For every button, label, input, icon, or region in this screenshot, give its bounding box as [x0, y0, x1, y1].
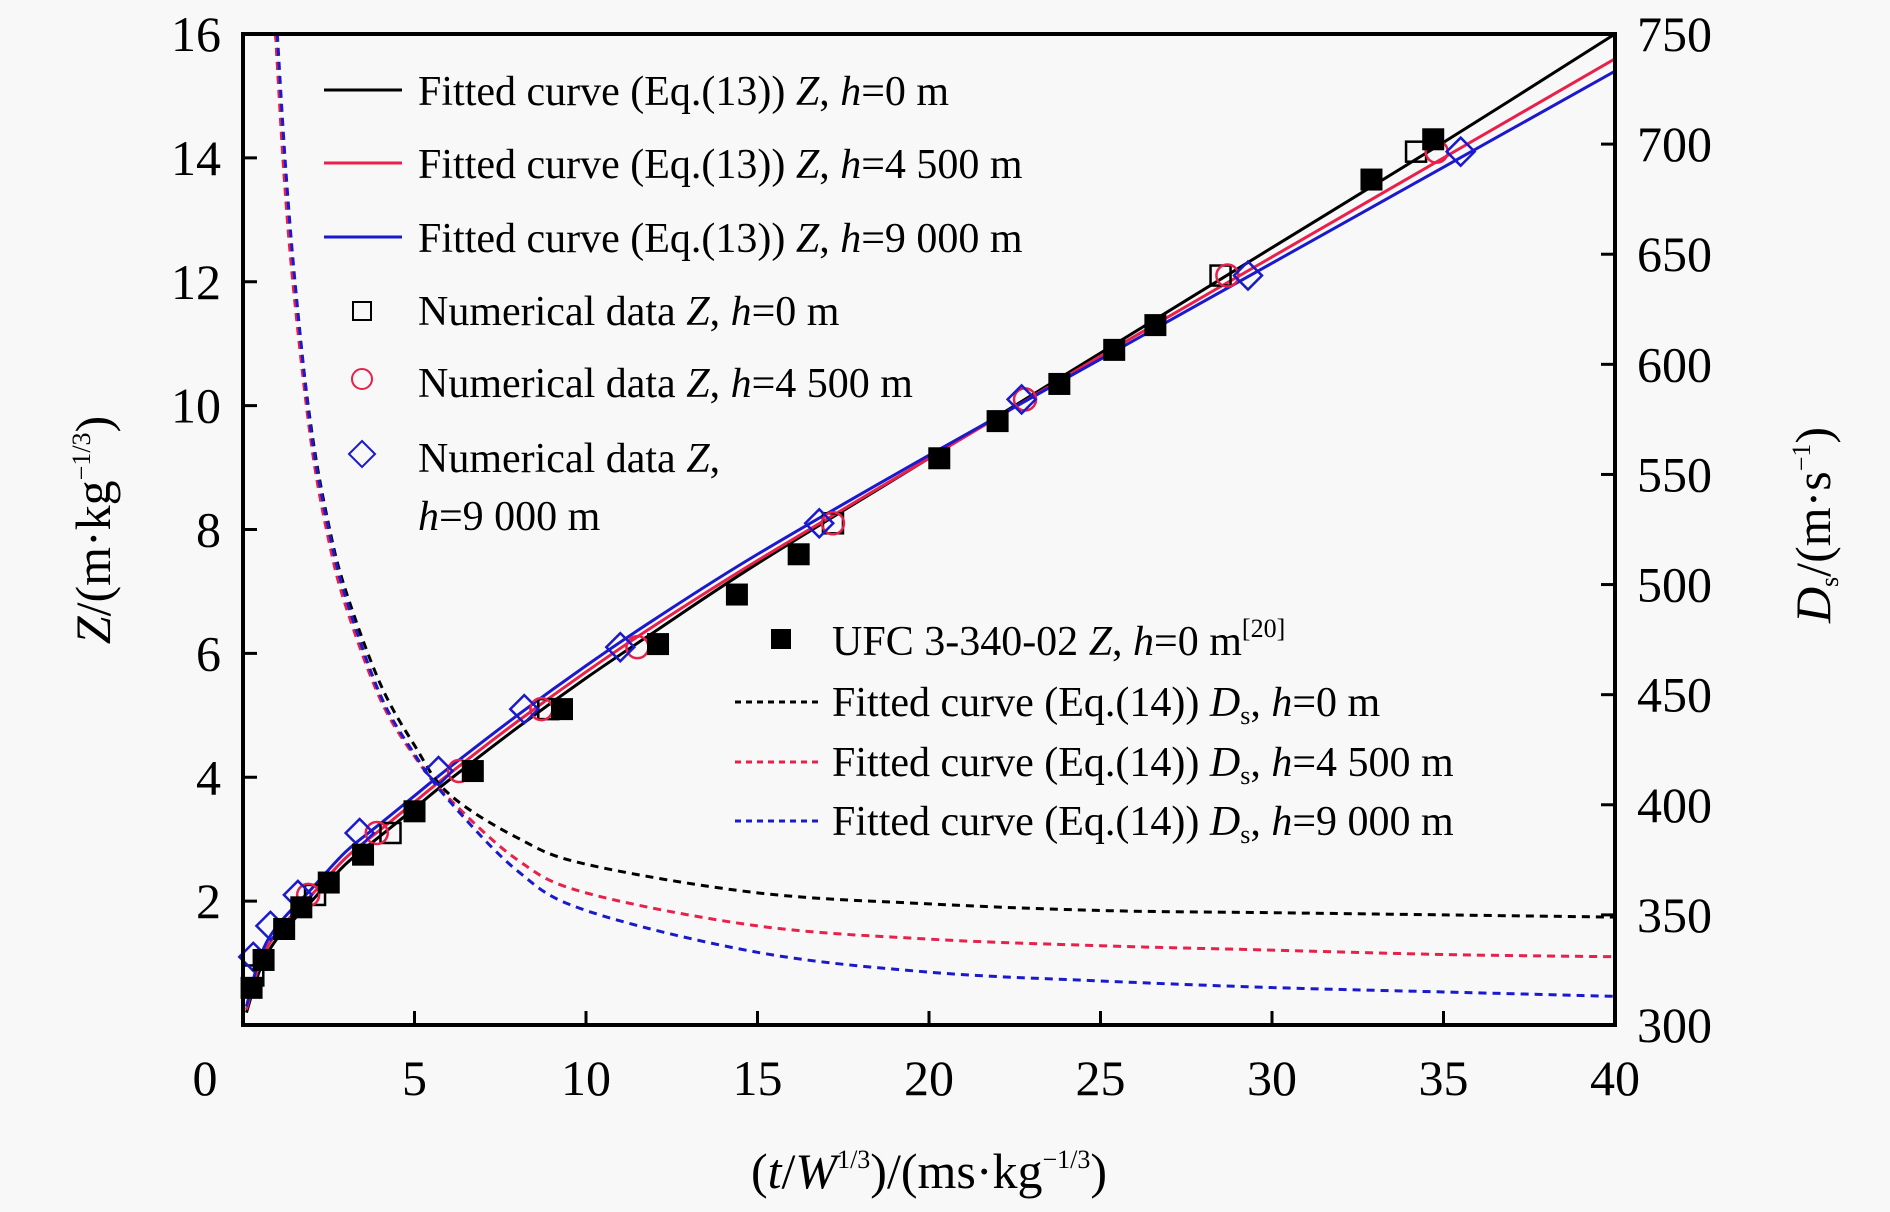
- y-left-tick-label: 6: [196, 625, 221, 681]
- x-tick-label: 30: [1247, 1050, 1297, 1106]
- x-tick-label: 35: [1419, 1050, 1469, 1106]
- series-6-point: [403, 800, 426, 823]
- legend-swatch-square-filled: [771, 629, 791, 649]
- series-5-point: [803, 507, 836, 540]
- series-5-point: [508, 693, 541, 725]
- y-left-tick-label: 10: [171, 378, 221, 434]
- series-6-point: [986, 410, 1009, 433]
- y-left-axis-title: Z/(m·kg−1/3): [65, 416, 121, 644]
- series-5-point: [422, 755, 455, 787]
- x-tick-label: 40: [1590, 1050, 1640, 1106]
- y-right-axis-title: Ds/(m·s−1): [1785, 427, 1844, 624]
- series-3-point: [379, 821, 402, 845]
- y-right-tick-label: 350: [1637, 887, 1712, 943]
- y-right-tick-label: 650: [1637, 226, 1712, 282]
- series-6-point: [273, 917, 296, 940]
- legend-swatch-circle-open: [351, 368, 373, 390]
- legend-bottom-2: Fitted curve (Eq.(14)) Ds, h=4 500 m: [832, 740, 1454, 790]
- y-right-tick-label: 750: [1637, 6, 1712, 62]
- y-right-tick-label: 600: [1637, 336, 1712, 392]
- legend-top-5-line2: h=9 000 m: [418, 494, 601, 540]
- legend-top-0: Fitted curve (Eq.(13)) Z, h=0 m: [418, 69, 949, 115]
- legend-top-5-line1: Numerical data Z,: [418, 436, 720, 482]
- x-tick-label: 0: [193, 1050, 218, 1106]
- legend-top-1: Fitted curve (Eq.(13)) Z, h=4 500 m: [418, 142, 1023, 188]
- series-8-line: [274, 34, 1615, 959]
- series-6-point: [928, 447, 951, 470]
- y-left-tick-label: 12: [171, 254, 221, 310]
- series-6-point: [1360, 168, 1383, 191]
- series-6-point: [461, 760, 484, 783]
- legend-bottom: UFC 3-340-02 Z, h=0 m[20] Fitted curve (…: [735, 614, 1454, 849]
- y-right-tick-label: 550: [1637, 446, 1712, 502]
- series-5-point: [1444, 135, 1477, 168]
- y-left-tick-label: 16: [171, 6, 221, 62]
- y-right-tick-label: 400: [1637, 777, 1712, 833]
- y-left-tick-label: 8: [196, 502, 221, 558]
- legend-bottom-1: Fitted curve (Eq.(14)) Ds, h=0 m: [832, 680, 1381, 730]
- x-tick-label: 15: [733, 1050, 783, 1106]
- y-right-tick-label: 700: [1637, 116, 1712, 172]
- x-tick-label: 25: [1076, 1050, 1126, 1106]
- legend-bottom-3: Fitted curve (Eq.(14)) Ds, h=9 000 m: [832, 799, 1454, 849]
- x-tick-label: 20: [904, 1050, 954, 1106]
- ticks-layer: 0 5 10 15 20 25 30 35 40 2 4 6 8 10 12 14 16 300 350 400 450…: [171, 6, 1712, 1106]
- series-6-point: [352, 843, 375, 866]
- series-6-point: [1422, 128, 1445, 151]
- legend-bottom-0: UFC 3-340-02 Z, h=0 m[20]: [832, 614, 1285, 665]
- y-right-tick-label: 450: [1637, 667, 1712, 723]
- y-right-tick-label: 500: [1637, 557, 1712, 613]
- series-6-point: [550, 698, 573, 721]
- y-right-tick-label: 300: [1637, 997, 1712, 1053]
- y-left-tick-label: 14: [171, 130, 221, 186]
- legend-top-2: Fitted curve (Eq.(13)) Z, h=9 000 m: [418, 216, 1023, 262]
- series-6-point: [240, 976, 263, 999]
- marker-layer: [237, 128, 1477, 999]
- y-left-tick-label: 2: [196, 873, 221, 929]
- legend-top: Fitted curve (Eq.(13)) Z, h=0 m Fitted c…: [324, 69, 1023, 540]
- series-6-point: [290, 896, 313, 919]
- series-9-line: [275, 34, 1615, 998]
- legend-swatch-diamond-open: [347, 439, 377, 469]
- series-6-point: [1048, 372, 1071, 395]
- legend-swatch-square-open: [352, 301, 372, 321]
- x-tick-label: 10: [561, 1050, 611, 1106]
- series-6-point: [647, 633, 670, 656]
- series-4-point: [820, 511, 846, 536]
- x-tick-label: 5: [402, 1050, 427, 1106]
- series-5-point: [1232, 259, 1264, 292]
- series-6-point: [787, 543, 810, 566]
- series-5-point: [604, 631, 637, 663]
- series-4-point: [364, 820, 390, 846]
- series-6-point: [252, 948, 275, 971]
- series-6-point: [317, 871, 340, 894]
- y-left-tick-label: 4: [196, 749, 221, 805]
- legend-top-4: Numerical data Z, h=4 500 m: [418, 361, 913, 407]
- series-6-point: [1103, 338, 1126, 361]
- series-5-point: [1005, 383, 1038, 416]
- x-axis-title: (t/W1/3)/(ms·kg−1/3): [751, 1143, 1107, 1199]
- series-4-point: [1215, 263, 1240, 288]
- series-6-point: [1144, 314, 1167, 337]
- series-6-point: [725, 583, 748, 606]
- legend-top-3: Numerical data Z, h=0 m: [418, 289, 840, 335]
